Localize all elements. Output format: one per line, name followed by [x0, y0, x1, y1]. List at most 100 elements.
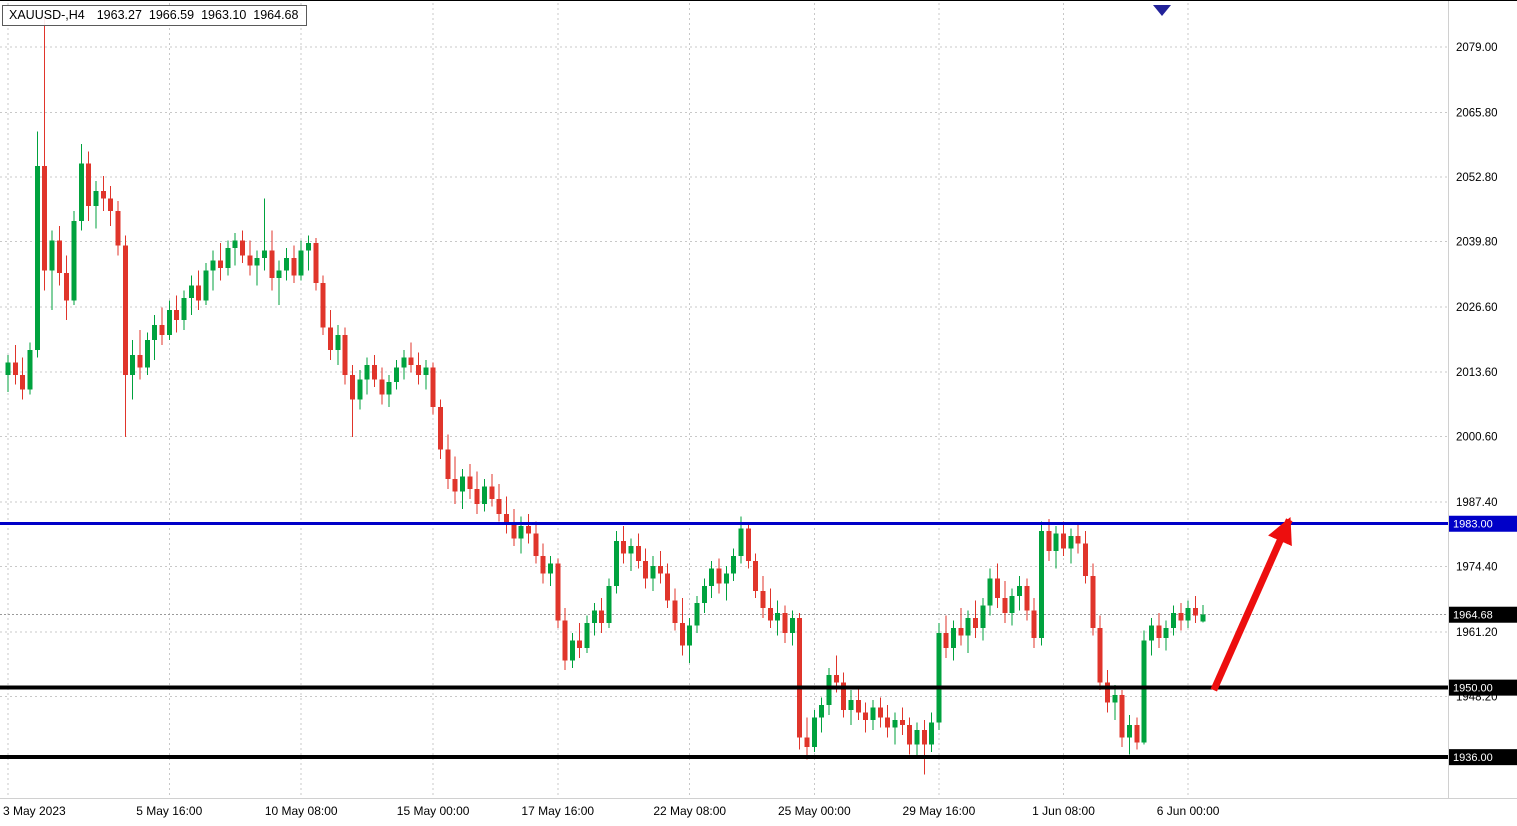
time-tick-label: 25 May 00:00 [778, 804, 851, 818]
symbol-period-label: XAUUSD-,H4 [9, 8, 85, 22]
candle-body [291, 258, 297, 276]
candle-body [760, 590, 766, 609]
candle-body [687, 625, 693, 646]
candle-body [350, 374, 356, 400]
candle-body [49, 240, 55, 271]
candle-body [379, 379, 385, 395]
candle-body [276, 270, 282, 278]
candle-body [415, 364, 421, 375]
candle-body [613, 541, 619, 586]
close-value: 1964.68 [253, 8, 299, 22]
time-axis[interactable]: 3 May 2023 5 May 16:00 10 May 08:00 15 May … [3, 804, 1220, 818]
candle-body [621, 541, 627, 554]
price-tag [1449, 515, 1517, 532]
open-value: 1963.27 [96, 8, 142, 22]
price-axis[interactable]: 2079.00 2065.80 2052.80 2039.80 2026.60 2013.… [1456, 42, 1498, 704]
candle-body [987, 578, 993, 606]
candle-body [819, 705, 825, 718]
candle-body [811, 717, 817, 748]
candle-body [965, 618, 971, 636]
candle-body [643, 560, 649, 579]
price-tick-label: 1974.40 [1456, 561, 1498, 573]
candle-body [1002, 598, 1008, 614]
candle-body [980, 605, 986, 629]
candle-body [481, 486, 487, 504]
grid [0, 3, 1448, 798]
candle-body [775, 613, 781, 621]
candle-body [386, 382, 392, 395]
price-tick-label: 2079.00 [1456, 42, 1498, 54]
time-tick-label: 1 Jun 08:00 [1032, 804, 1095, 818]
candle-body [196, 285, 202, 301]
candle-body [1105, 682, 1110, 703]
candle-body [64, 272, 70, 301]
candle-body [12, 362, 18, 375]
candle-body [320, 282, 326, 328]
candle-body [86, 163, 92, 206]
candle-body [511, 523, 517, 539]
candle-body [232, 240, 238, 249]
horizontal-level-lines[interactable] [0, 522, 1448, 760]
candle-body [503, 513, 509, 524]
candle-body [599, 610, 605, 624]
price-tick-label: 2065.80 [1456, 108, 1498, 120]
candle-body [1134, 724, 1140, 743]
candle-body [921, 729, 927, 745]
candle-body [1061, 533, 1067, 549]
candle-body [262, 250, 268, 259]
candle-body [833, 675, 839, 683]
price-tick-label: 1961.20 [1456, 627, 1498, 639]
candle-body [672, 600, 678, 624]
candle-body [753, 560, 759, 591]
candle-body [973, 618, 979, 629]
trend-arrow[interactable] [1210, 517, 1293, 692]
candle-body [584, 623, 590, 648]
candle-body [1075, 536, 1081, 544]
price-tick-label: 2026.60 [1456, 302, 1498, 314]
candle-body [745, 528, 751, 561]
axis-frame [0, 1, 1517, 799]
candle-body [936, 632, 942, 723]
candle-body [137, 354, 143, 368]
candle-body [408, 357, 414, 365]
candle-body [218, 260, 224, 268]
candle-body [1083, 543, 1089, 576]
candle-body [694, 603, 700, 626]
candle-body [496, 498, 502, 514]
candle-body [885, 717, 891, 728]
candle-body [1068, 536, 1074, 549]
candle-body [181, 297, 187, 321]
candle-body [562, 620, 568, 661]
candle-body [877, 707, 883, 718]
candle-body [27, 349, 33, 390]
candle-body [1170, 613, 1176, 629]
trend-arrow-annotation[interactable] [1210, 517, 1293, 692]
candle-body [547, 563, 553, 574]
candle-body [1192, 608, 1198, 616]
high-value: 1966.59 [148, 8, 195, 22]
candle-body [364, 364, 370, 380]
price-tag-label: 1983.00 [1453, 519, 1493, 531]
candle-body [863, 712, 869, 720]
price-tick-label: 2052.80 [1456, 172, 1498, 184]
candle-body [892, 719, 898, 728]
time-tick-label: 6 Jun 00:00 [1157, 804, 1220, 818]
price-tag-label: 1950.00 [1453, 683, 1493, 695]
time-tick-label: 17 May 16:00 [521, 804, 594, 818]
candle-body [1046, 531, 1052, 552]
candle-body [782, 613, 788, 633]
candle-body [152, 325, 158, 340]
candle-body [1185, 608, 1191, 621]
candle-body [166, 310, 172, 336]
price-tag-label: 1964.68 [1453, 610, 1493, 622]
candle-body [393, 367, 399, 383]
candle-body [958, 628, 964, 636]
candle-body [335, 335, 341, 350]
price-tags: 1983.00 1964.68 1950.00 1936.00 [1449, 515, 1517, 766]
candle-body [767, 608, 773, 621]
candle-body [71, 220, 77, 301]
chart-shift-marker-icon[interactable] [1153, 5, 1171, 16]
candle-body [1156, 625, 1162, 638]
candle-body [995, 578, 1001, 599]
